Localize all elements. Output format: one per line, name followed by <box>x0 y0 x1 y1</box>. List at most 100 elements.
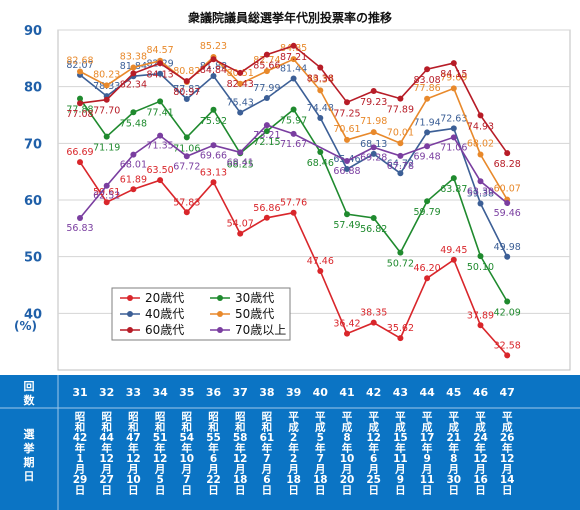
data-label: 71.06 <box>440 142 467 153</box>
election-date-char: 27 <box>99 474 114 486</box>
election-date-char: 年 <box>342 442 353 455</box>
election-number: 31 <box>72 386 87 399</box>
data-point <box>370 129 377 136</box>
election-date-char: 年 <box>182 442 193 455</box>
election-date-char: 月 <box>421 464 433 476</box>
election-date-char: 年 <box>395 442 406 455</box>
election-date-char: 8 <box>343 432 350 444</box>
data-point <box>344 99 350 106</box>
data-point <box>290 42 297 49</box>
data-label: 75.97 <box>280 116 307 127</box>
election-date-char: 7 <box>183 474 190 486</box>
election-date-char: 昭 <box>101 411 112 423</box>
data-point <box>290 75 297 82</box>
data-point <box>77 214 83 221</box>
election-date-char: 18 <box>313 474 328 486</box>
data-label: 35.62 <box>387 323 414 334</box>
data-point <box>477 200 484 207</box>
data-label: 62.52 <box>93 191 120 202</box>
election-date-char: 日 <box>475 485 486 497</box>
election-date-char: 日 <box>422 485 433 497</box>
data-point <box>317 87 324 94</box>
data-point <box>317 149 324 156</box>
data-point <box>103 182 110 189</box>
election-date-char: 16 <box>473 474 488 486</box>
data-label: 57.76 <box>280 198 307 209</box>
election-date-char: 47 <box>126 432 141 444</box>
legend-marker <box>127 295 133 301</box>
election-date-char: 51 <box>153 432 168 444</box>
election-date-char: 12 <box>126 453 141 465</box>
data-point <box>237 69 244 76</box>
election-date-char: 平 <box>422 411 433 423</box>
data-point <box>103 199 110 206</box>
data-label: 87.21 <box>280 52 307 63</box>
election-number: 34 <box>152 386 168 399</box>
election-date-char: 17 <box>420 432 435 444</box>
data-label: 59.79 <box>413 207 440 218</box>
election-date-char: 12 <box>366 432 381 444</box>
data-label: 84.57 <box>146 45 173 56</box>
data-point <box>183 134 190 141</box>
legend: 20歳代 30歳代 40歳代 50歳代 60歳代 70歳以上 <box>111 287 291 341</box>
data-label: 82.34 <box>120 79 147 90</box>
data-point <box>344 166 350 173</box>
election-date-char: 月 <box>287 464 299 476</box>
data-label: 42.09 <box>494 307 521 318</box>
data-point <box>370 144 377 151</box>
data-label: 82.07 <box>66 60 93 71</box>
data-label: 56.86 <box>253 203 280 214</box>
election-date-char: 月 <box>341 464 353 476</box>
data-point <box>450 125 457 132</box>
election-date-char: 日 <box>262 485 273 497</box>
data-label: 74.93 <box>467 121 494 132</box>
data-point <box>450 175 457 182</box>
data-label: 38.35 <box>360 308 387 319</box>
election-date-char: 9 <box>397 474 404 486</box>
election-date-char: 昭 <box>182 411 193 423</box>
data-label: 57.49 <box>333 220 360 231</box>
data-point <box>103 82 110 89</box>
election-date-char: 昭 <box>155 411 166 423</box>
election-date-char: 54 <box>179 432 194 444</box>
data-point <box>397 170 404 177</box>
data-point <box>157 70 164 77</box>
election-date-char: 14 <box>500 474 515 486</box>
election-date-char: 日 <box>101 485 112 497</box>
election-date-char: 61 <box>260 432 275 444</box>
election-date-char: 和 <box>261 421 273 434</box>
election-date-char: 8 <box>450 453 457 465</box>
election-date-char: 12 <box>473 453 488 465</box>
data-point <box>504 298 511 305</box>
election-date-char: 和 <box>234 421 246 434</box>
data-point <box>210 56 217 63</box>
election-date-char: 12 <box>500 453 515 465</box>
data-label: 71.94 <box>413 117 440 128</box>
data-label: 46.20 <box>413 263 440 274</box>
row-label-count: 回 <box>24 379 35 393</box>
data-point <box>477 253 484 260</box>
data-point <box>210 179 217 186</box>
data-label: 83.08 <box>413 75 440 86</box>
election-date-char: 9 <box>423 453 430 465</box>
data-label: 68.02 <box>467 139 494 150</box>
election-date-char: 和 <box>154 421 166 434</box>
election-date-char: 21 <box>446 432 461 444</box>
data-label: 74.48 <box>307 103 334 114</box>
legend-marker <box>217 295 223 301</box>
row-label-date: 期 <box>24 455 35 469</box>
data-label: 79.34 <box>307 74 334 85</box>
data-point <box>130 64 137 71</box>
data-point <box>477 151 484 158</box>
data-point <box>424 66 431 73</box>
legend-box <box>111 287 291 341</box>
election-date-char: 平 <box>368 411 379 423</box>
data-label: 77.08 <box>66 109 93 120</box>
data-point <box>103 96 110 103</box>
data-label: 68.46 <box>307 158 334 169</box>
data-point <box>210 106 217 113</box>
data-point <box>317 64 324 71</box>
